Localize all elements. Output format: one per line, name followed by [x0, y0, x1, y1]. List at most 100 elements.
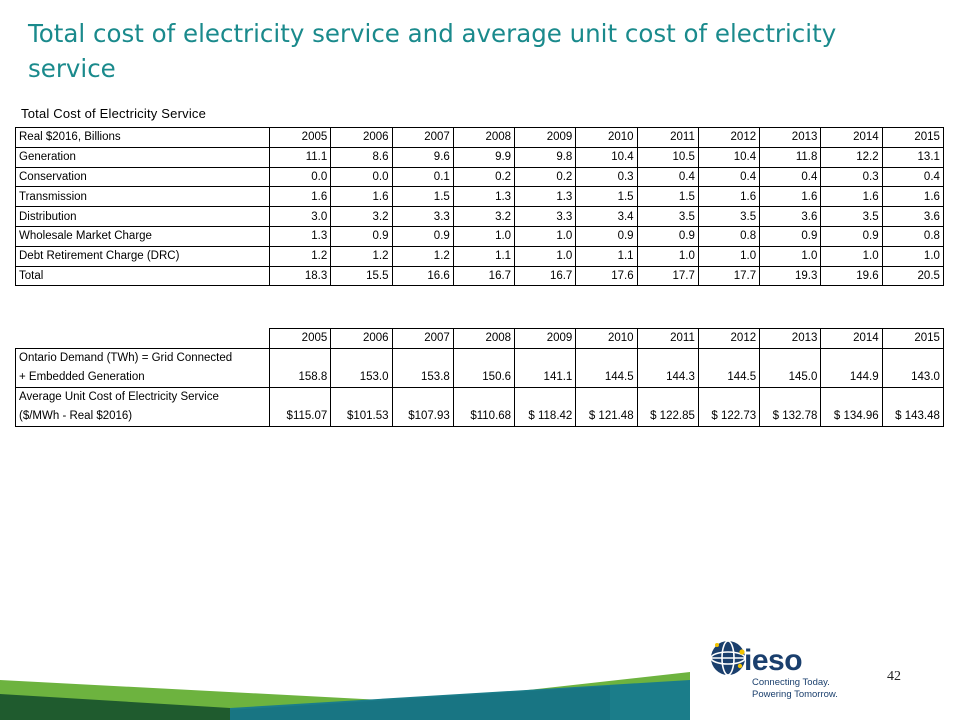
value-cell: 158.8 [268, 367, 332, 388]
value-cell: 15.5 [330, 265, 393, 287]
year-header-cell: 2005 [268, 328, 332, 349]
value-cell: 1.6 [697, 186, 761, 208]
value-cell: 19.6 [820, 265, 883, 287]
value-cell: 13.1 [881, 146, 944, 168]
ieso-globe-icon [710, 640, 746, 676]
year-header-cell: 2011 [636, 328, 699, 349]
page-number: 42 [887, 669, 901, 684]
value-cell: 1.6 [820, 186, 883, 208]
year-header-cell: 2012 [697, 328, 761, 349]
value-cell: 1.3 [514, 186, 577, 208]
blank-cell [391, 347, 454, 368]
table-row: Ontario Demand (TWh) = Grid Connected [15, 347, 944, 368]
blank-cell [759, 347, 822, 368]
year-header-cell: 2007 [391, 127, 454, 148]
year-header-cell: 2015 [881, 328, 944, 349]
value-cell: 1.1 [452, 245, 516, 267]
row-label: Conservation [15, 166, 270, 188]
row-label: Generation [15, 146, 270, 168]
value-cell: 1.3 [452, 186, 516, 208]
value-cell: 9.8 [514, 146, 577, 168]
slide-title: Total cost of electricity service and av… [28, 19, 837, 83]
blank-cell [636, 386, 699, 407]
value-cell: 17.6 [575, 265, 638, 287]
value-cell: 20.5 [881, 265, 944, 287]
value-cell: 11.8 [759, 146, 822, 168]
value-cell: 16.6 [391, 265, 454, 287]
value-cell: $115.07 [268, 406, 332, 427]
value-cell: 9.9 [452, 146, 516, 168]
row-label-line-1: Ontario Demand (TWh) = Grid Connected [15, 347, 270, 368]
value-cell: 1.6 [759, 186, 822, 208]
value-cell: 1.0 [514, 245, 577, 267]
value-cell: 0.2 [452, 166, 516, 188]
blank-cell [881, 386, 944, 407]
row-label: Transmission [15, 186, 270, 208]
value-cell: 17.7 [636, 265, 699, 287]
value-cell: 1.5 [391, 186, 454, 208]
value-cell: 0.4 [881, 166, 944, 188]
value-cell: 0.9 [391, 225, 454, 247]
row-label-line-1: Average Unit Cost of Electricity Service [15, 386, 270, 407]
value-cell: 0.9 [820, 225, 883, 247]
value-cell: 3.2 [452, 206, 516, 227]
unit-header-row: 2005 2006 2007 2008 2009 2010 2011 2012 2013 2014… [16, 328, 944, 349]
tagline-line-2: Powering Tomorrow. [752, 689, 838, 700]
year-header-cell: 2013 [759, 127, 822, 148]
value-cell: 1.0 [636, 245, 699, 267]
value-cell: 3.5 [697, 206, 761, 227]
table-row: Total 18.3 15.5 16.6 16.7 16.7 17.6 17.7 17.7 19.… [15, 265, 944, 287]
value-cell: 144.3 [636, 367, 699, 388]
blank-cell [820, 347, 883, 368]
value-cell: 8.6 [330, 146, 393, 168]
logo-tagline: Connecting Today. Powering Tomorrow. [752, 677, 838, 701]
value-cell: 3.2 [330, 206, 393, 227]
value-cell: 3.5 [820, 206, 883, 227]
value-cell: 12.2 [820, 146, 883, 168]
value-cell: 10.4 [575, 146, 638, 168]
cost-table-caption: Total Cost of Electricity Service [21, 106, 207, 121]
value-cell: 9.6 [391, 146, 454, 168]
year-header-cell: 2010 [575, 127, 638, 148]
value-cell: $ 122.73 [697, 406, 761, 427]
value-cell: 153.0 [330, 367, 393, 388]
row-label: Debt Retirement Charge (DRC) [15, 245, 270, 267]
blank-cell [820, 386, 883, 407]
value-cell: 0.4 [759, 166, 822, 188]
blank-cell [514, 347, 577, 368]
footer-mid-teal-shape [230, 686, 610, 720]
year-header-cell: 2007 [391, 328, 454, 349]
value-cell: 141.1 [514, 367, 577, 388]
value-cell: 3.4 [575, 206, 638, 227]
blank-cell [330, 386, 393, 407]
value-cell: 1.0 [452, 225, 516, 247]
value-cell: 17.7 [697, 265, 761, 287]
year-header-cell: 2010 [575, 328, 638, 349]
value-cell: $110.68 [452, 406, 516, 427]
value-cell: 1.1 [575, 245, 638, 267]
value-cell: 0.8 [881, 225, 944, 247]
value-cell: $ 132.78 [759, 406, 822, 427]
value-cell: 1.0 [820, 245, 883, 267]
blank-cell [697, 347, 761, 368]
blank-cell [759, 386, 822, 407]
value-cell: $ 118.42 [514, 406, 577, 427]
value-cell: 0.9 [636, 225, 699, 247]
year-header-cell: 2015 [881, 127, 944, 148]
value-cell: 1.0 [881, 245, 944, 267]
table-row: Debt Retirement Charge (DRC) 1.2 1.2 1.2 1.1… [15, 245, 944, 267]
empty-header-cell [16, 329, 270, 349]
blank-cell [636, 347, 699, 368]
value-cell: 0.1 [391, 166, 454, 188]
blank-cell [575, 386, 638, 407]
table-row: Distribution 3.0 3.2 3.3 3.2 3.3 3.4 3.5 3.5 3.6 3… [15, 206, 944, 227]
blank-cell [697, 386, 761, 407]
value-cell: 1.0 [697, 245, 761, 267]
value-cell: 11.1 [268, 146, 332, 168]
value-cell: 0.0 [330, 166, 393, 188]
value-cell: 10.4 [697, 146, 761, 168]
year-header-cell: 2011 [636, 127, 699, 148]
value-cell: 3.6 [759, 206, 822, 227]
value-cell: 1.3 [268, 225, 332, 247]
value-cell: $ 134.96 [820, 406, 883, 427]
